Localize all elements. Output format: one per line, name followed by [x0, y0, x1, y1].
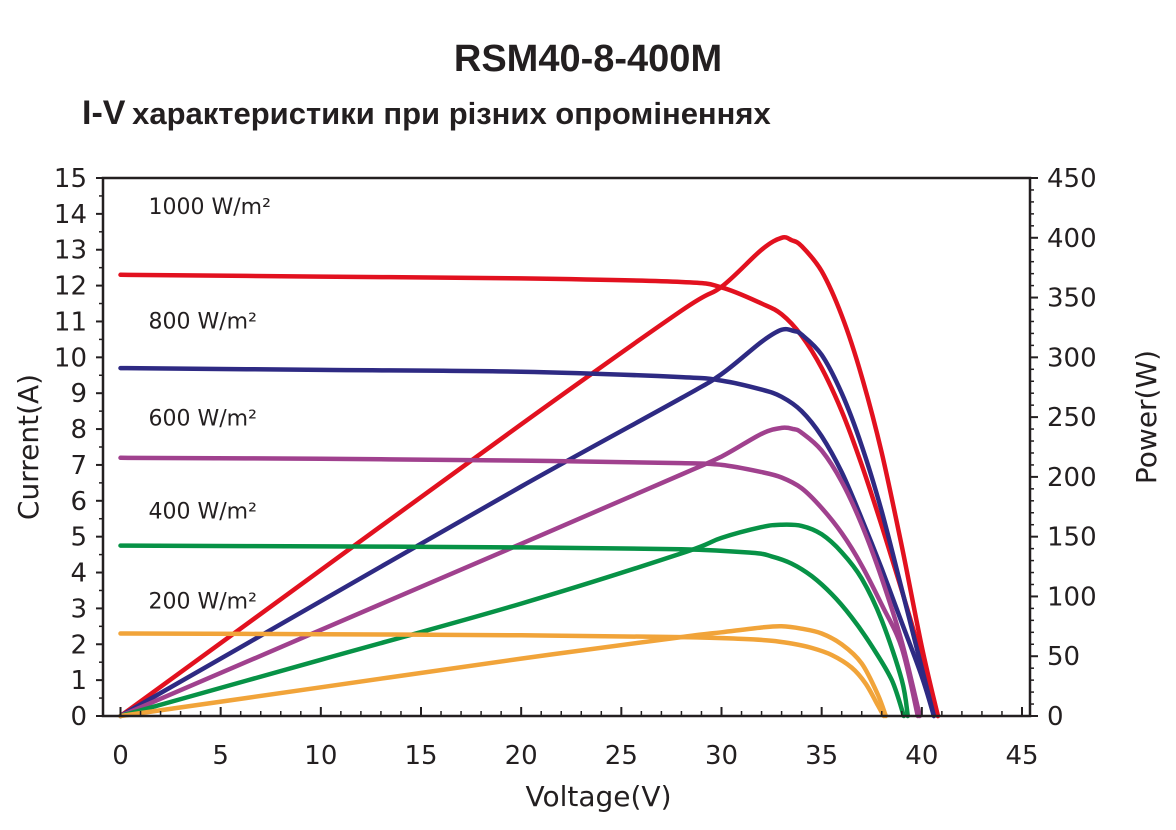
x-tick-label: 5 [212, 741, 229, 771]
subtitle-text: характеристики при різних опроміненнях [132, 96, 771, 131]
y2-axis-title: Power(W) [1130, 350, 1163, 484]
y2-tick-label: 200 [1047, 463, 1097, 493]
y-tick-label: 0 [70, 702, 87, 732]
x-tick-label: 15 [404, 741, 437, 771]
irradiance-label: 400 W/m² [149, 500, 257, 525]
x-tick-label: 45 [1005, 741, 1038, 771]
y-tick-label: 12 [54, 272, 87, 302]
y-tick-label: 8 [70, 415, 87, 445]
y-tick-label: 4 [70, 559, 87, 589]
y2-tick-label: 50 [1047, 642, 1080, 672]
axes-layer: 0 5 10 15 20 25 30 35 40 450123456789101112131415… [54, 164, 1097, 771]
y2-tick-label: 0 [1047, 702, 1064, 732]
irradiance-labels: 1000 W/m² 800 W/m² 600 W/m² 400 W/m² 200 W/m… [149, 195, 271, 615]
y-axis-title: Current(A) [12, 374, 45, 520]
chart-subtitle: I-V характеристики при різних опроміненн… [82, 94, 771, 133]
y-tick-label: 1 [70, 666, 87, 696]
y-tick-label: 2 [70, 630, 87, 660]
y-tick-label: 13 [54, 236, 87, 266]
y-tick-label: 6 [70, 487, 87, 517]
x-tick-label: 10 [304, 741, 337, 771]
y2-tick-label: 400 [1047, 224, 1097, 254]
y-tick-label: 15 [54, 164, 87, 194]
irradiance-label: 200 W/m² [149, 589, 257, 614]
iv-curve-200w [118, 631, 887, 719]
curve-layer [118, 235, 941, 719]
y-tick-label: 10 [54, 343, 87, 373]
chart-title: RSM40-8-400M [453, 38, 723, 80]
irradiance-label: 600 W/m² [149, 406, 257, 431]
x-tick-label: 35 [805, 741, 838, 771]
irradiance-label: 1000 W/m² [149, 195, 271, 220]
iv-curve-400w [118, 543, 907, 719]
pv-curve-200w [118, 624, 889, 719]
y2-tick-label: 250 [1047, 403, 1097, 433]
y-tick-label: 5 [70, 523, 87, 553]
x-tick-label: 40 [905, 741, 938, 771]
y-tick-label: 14 [54, 200, 87, 230]
y2-tick-label: 300 [1047, 343, 1097, 373]
x-tick-label: 30 [705, 741, 738, 771]
x-tick-label: 0 [112, 741, 129, 771]
pv-curve-800w [118, 326, 937, 719]
y-tick-label: 3 [70, 594, 87, 624]
subtitle-prefix: I-V [82, 94, 126, 132]
iv-curve-800w [118, 365, 937, 719]
irradiance-label: 800 W/m² [149, 310, 257, 335]
y-tick-label: 7 [70, 451, 87, 481]
x-tick-label: 25 [605, 741, 638, 771]
y2-tick-label: 100 [1047, 582, 1097, 612]
x-tick-label: 20 [505, 741, 538, 771]
y-tick-label: 11 [54, 307, 87, 337]
y2-tick-label: 350 [1047, 284, 1097, 314]
pv-curve-1000w [118, 235, 941, 719]
iv-curve-600w [118, 455, 921, 719]
pv-curve-400w [118, 522, 911, 719]
pv-curve-600w [118, 425, 923, 719]
y2-tick-label: 150 [1047, 523, 1097, 553]
y-tick-label: 9 [70, 379, 87, 409]
x-axis-title: Voltage(V) [525, 780, 671, 813]
y2-tick-label: 450 [1047, 164, 1097, 194]
